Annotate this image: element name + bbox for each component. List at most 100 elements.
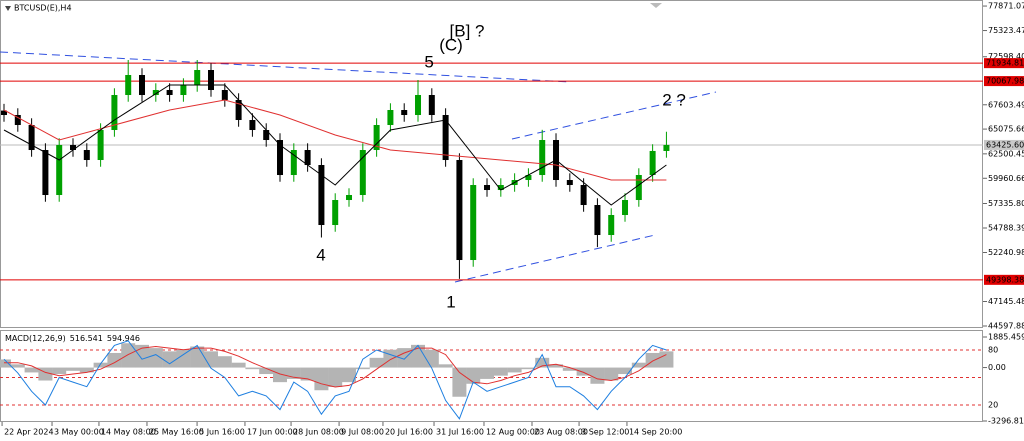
wave-label: 5 xyxy=(424,52,433,71)
macd-bar xyxy=(52,367,67,375)
x-tick-label: 3 Sep 12:00 xyxy=(581,428,629,437)
candle-body xyxy=(387,110,394,126)
candle-body xyxy=(304,150,311,166)
level-label: 71934.81 xyxy=(986,59,1024,68)
y-tick-label: 59960.66 xyxy=(988,174,1024,183)
macd-bar xyxy=(176,349,191,368)
candle-body xyxy=(42,150,49,196)
candle-body xyxy=(180,85,187,96)
y-tick-label: 57335.80 xyxy=(988,199,1024,208)
level-tag xyxy=(984,76,1024,87)
macd-bar xyxy=(24,367,39,373)
candle-body xyxy=(497,185,504,191)
candle-body xyxy=(125,75,132,96)
wave-label: 4 xyxy=(316,245,325,264)
candle-body xyxy=(415,95,422,116)
x-tick-label: 9 Jul 08:00 xyxy=(341,428,384,437)
y-tick-label: 65075.66 xyxy=(988,125,1024,134)
candle-body xyxy=(442,115,449,161)
moving-average xyxy=(3,99,667,181)
candle-body xyxy=(428,95,435,116)
macd-bar xyxy=(507,367,522,373)
candle-body xyxy=(208,70,215,91)
candle-body xyxy=(139,75,146,96)
candle-body xyxy=(56,145,63,196)
candle-body xyxy=(235,100,242,121)
level-label: 80 xyxy=(988,345,998,354)
y-tick-label: -3296.81 xyxy=(988,417,1024,426)
level-tag xyxy=(984,58,1024,69)
candle-body xyxy=(566,180,573,186)
level-label: 49398.38 xyxy=(986,275,1024,284)
macd-bar xyxy=(355,367,370,370)
y-tick-label: 44597.88 xyxy=(988,322,1024,331)
macd-bar xyxy=(549,364,564,368)
candle-body xyxy=(456,160,463,261)
candle-body xyxy=(622,200,629,216)
candle-body xyxy=(525,175,532,181)
macd-bar xyxy=(521,367,536,370)
candle-body xyxy=(97,130,104,161)
y-tick-label: 47145.48 xyxy=(988,297,1024,306)
candle-body xyxy=(166,90,173,96)
current-price-tag xyxy=(984,139,1024,150)
y-tick-label: 75323.47 xyxy=(988,26,1024,35)
macd-bar xyxy=(535,357,550,368)
candle-body xyxy=(194,70,201,86)
y-tick-label: 54788.39 xyxy=(988,224,1024,233)
candle-body xyxy=(608,215,615,236)
candle-body xyxy=(263,130,270,141)
macd-bar xyxy=(631,362,646,368)
macd-bar xyxy=(438,364,453,368)
macd-bar xyxy=(659,351,674,368)
macd-bar xyxy=(369,357,384,368)
level-label: 20 xyxy=(988,401,998,410)
macd-bar xyxy=(10,364,25,368)
current-price-label: 63425.60 xyxy=(986,140,1024,149)
macd-bar xyxy=(231,362,246,368)
x-tick-label: 20 Jul 16:00 xyxy=(385,428,433,437)
macd-bar xyxy=(480,367,495,379)
macd-bar xyxy=(66,367,81,371)
macd-bar xyxy=(0,359,12,368)
candle-body xyxy=(649,150,656,176)
scroll-icon xyxy=(650,3,662,8)
macd-bar xyxy=(217,356,232,368)
x-tick-label: 25 May 16:00 xyxy=(149,428,204,437)
candle-body xyxy=(70,145,77,151)
candle-body xyxy=(470,185,477,261)
y-tick-label: 62500.45 xyxy=(988,149,1024,158)
x-tick-label: 23 Aug 08:00 xyxy=(534,428,588,437)
candle-body xyxy=(221,90,228,101)
price-pane xyxy=(0,0,983,328)
candle-body xyxy=(277,140,284,176)
x-tick-label: 14 Sep 20:00 xyxy=(629,428,682,437)
macd-bar xyxy=(424,349,439,368)
macd-bar xyxy=(190,346,205,368)
candle-body xyxy=(332,200,339,226)
macd-bar xyxy=(342,367,357,383)
macd-bar xyxy=(204,351,219,368)
macd-bar xyxy=(259,367,274,375)
wave-label: [B] ? xyxy=(450,21,485,40)
candle-body xyxy=(635,175,642,201)
candle-body xyxy=(594,205,601,236)
candle-body xyxy=(663,144,670,151)
candle-body xyxy=(14,115,21,126)
trendline xyxy=(454,234,656,283)
macd-pane xyxy=(0,330,983,422)
symbol-title: BTCUSD(E),H4 xyxy=(14,4,72,13)
candle-body xyxy=(152,90,159,96)
x-tick-label: 3 May 00:00 xyxy=(54,428,104,437)
macd-bar xyxy=(286,367,301,379)
x-tick-label: 17 Jun 00:00 xyxy=(247,428,298,437)
moving-average xyxy=(3,84,667,206)
level-label: 70067.98 xyxy=(986,77,1024,86)
x-tick-label: 31 Jul 16:00 xyxy=(436,428,484,437)
macd-title: MACD(12,26,9) 516.541 594.946 xyxy=(5,334,140,343)
oscillator-line xyxy=(3,340,667,420)
candle-body xyxy=(290,150,297,176)
macd-bar xyxy=(245,367,260,370)
macd-bar xyxy=(300,367,315,381)
